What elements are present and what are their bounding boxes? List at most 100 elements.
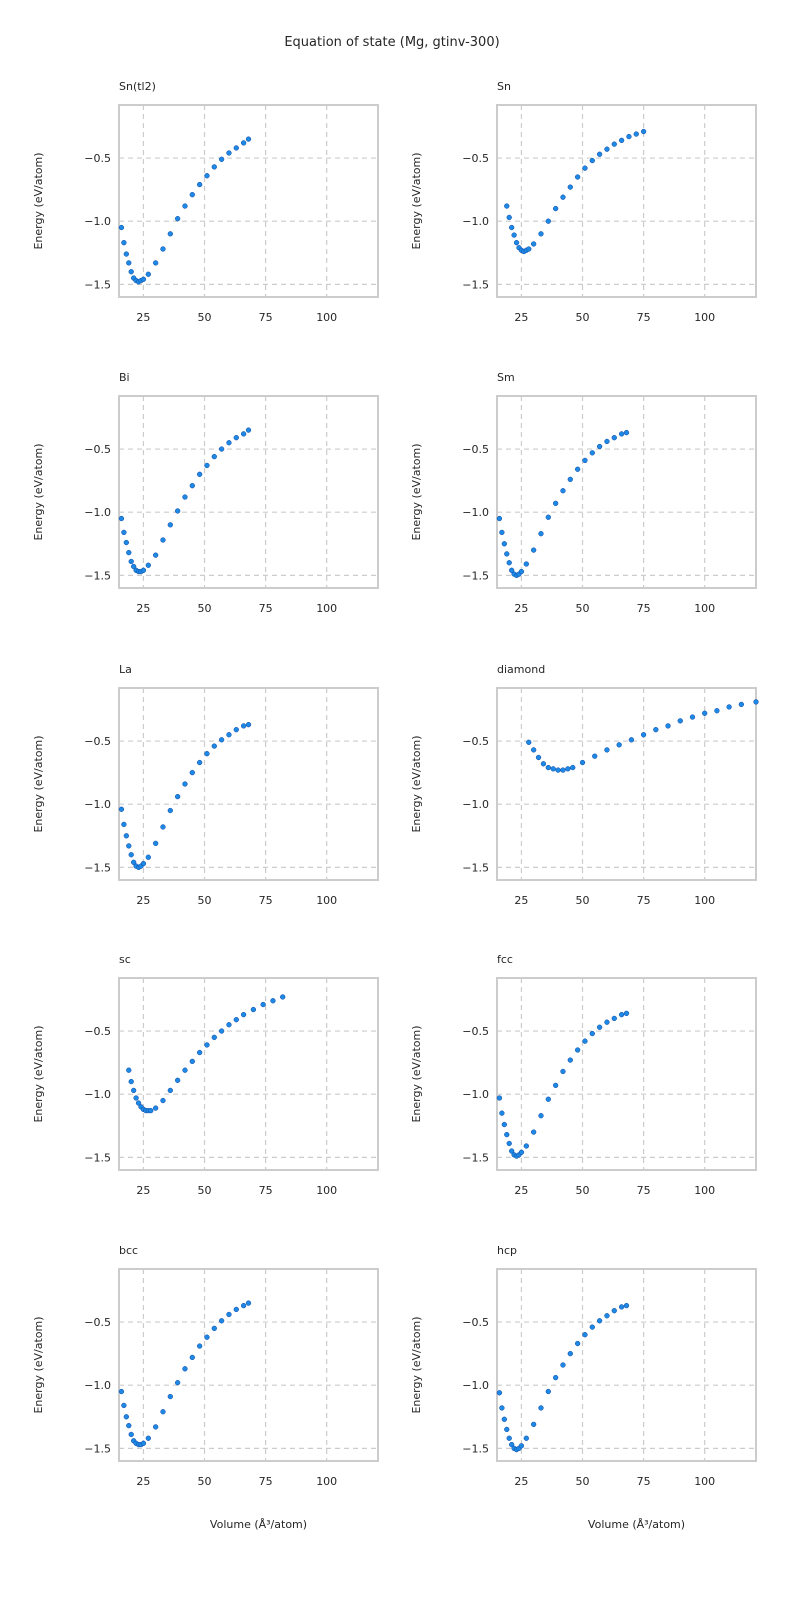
data-point bbox=[640, 732, 647, 738]
y-tick-label: −0.5 bbox=[462, 1025, 489, 1038]
x-tick-label: 100 bbox=[316, 1184, 337, 1197]
x-tick-label: 75 bbox=[637, 311, 651, 324]
y-tick-label: −1.5 bbox=[462, 569, 489, 582]
data-point bbox=[567, 184, 573, 190]
x-tick-label: 75 bbox=[259, 602, 273, 615]
data-point bbox=[574, 174, 581, 180]
subplot: 25 50 75 100 −1.5 −1.0 −0.5 sc Energy (eV/atom) bbox=[32, 953, 379, 1197]
data-point bbox=[174, 1380, 181, 1386]
data-point bbox=[218, 737, 225, 743]
data-point bbox=[182, 1067, 188, 1073]
data-point bbox=[518, 1443, 525, 1449]
data-point bbox=[545, 1096, 551, 1102]
data-point bbox=[531, 747, 537, 753]
x-tick-label: 75 bbox=[637, 602, 651, 615]
data-point bbox=[565, 766, 571, 772]
data-point bbox=[540, 761, 547, 767]
subplot-title: Sn(tl2) bbox=[119, 80, 156, 93]
data-point bbox=[131, 1087, 137, 1094]
data-point bbox=[623, 429, 630, 436]
data-point bbox=[182, 494, 188, 500]
y-axis-label: Energy (eV/atom) bbox=[32, 152, 45, 249]
data-point bbox=[167, 807, 173, 814]
data-point bbox=[560, 767, 566, 773]
data-point bbox=[160, 824, 166, 830]
data-point bbox=[596, 1024, 603, 1030]
data-point bbox=[501, 1121, 507, 1128]
axes-frame bbox=[118, 1268, 379, 1462]
figure-title: Equation of state (Mg, gtinv-300) bbox=[284, 35, 499, 50]
y-tick-label: −0.5 bbox=[462, 1316, 489, 1329]
data-point bbox=[140, 567, 147, 573]
data-point bbox=[545, 1388, 551, 1395]
x-axis-label: Volume (Å³/atom) bbox=[588, 1518, 685, 1531]
x-tick-label: 50 bbox=[576, 894, 590, 907]
data-point bbox=[140, 276, 147, 282]
data-point bbox=[123, 251, 129, 257]
y-tick-label: −1.0 bbox=[462, 215, 489, 228]
axes-frame bbox=[496, 977, 757, 1171]
axes-frame bbox=[496, 1268, 757, 1462]
data-point bbox=[121, 821, 127, 828]
data-point bbox=[623, 1010, 630, 1017]
data-point bbox=[531, 547, 537, 553]
data-point bbox=[626, 133, 632, 140]
data-point bbox=[133, 1095, 139, 1101]
x-tick-label: 25 bbox=[514, 894, 528, 907]
x-axis-label: Volume (Å³/atom) bbox=[210, 1518, 307, 1531]
data-point bbox=[211, 453, 217, 460]
x-tick-label: 25 bbox=[514, 1184, 528, 1197]
data-point bbox=[167, 1087, 173, 1094]
data-point bbox=[560, 1362, 566, 1368]
data-point bbox=[118, 806, 125, 812]
data-point bbox=[126, 1422, 132, 1429]
data-point bbox=[570, 764, 576, 771]
y-tick-label: −1.0 bbox=[84, 1379, 111, 1392]
y-tick-label: −1.0 bbox=[84, 215, 111, 228]
data-point bbox=[689, 714, 696, 720]
data-point bbox=[218, 1318, 225, 1324]
data-point bbox=[189, 192, 195, 198]
subplot-title: fcc bbox=[497, 953, 513, 966]
data-point bbox=[196, 181, 203, 188]
data-point bbox=[499, 1405, 505, 1411]
data-point bbox=[518, 1149, 525, 1155]
data-point bbox=[582, 165, 588, 171]
data-point bbox=[226, 1311, 232, 1318]
y-axis-label: Energy (eV/atom) bbox=[32, 1316, 45, 1413]
data-point bbox=[153, 1424, 159, 1430]
data-point bbox=[506, 1140, 512, 1147]
axes-frame bbox=[496, 395, 757, 589]
data-point bbox=[145, 271, 151, 277]
y-tick-label: −1.0 bbox=[462, 506, 489, 519]
data-point bbox=[531, 1421, 537, 1428]
data-point bbox=[665, 723, 671, 729]
y-axis-label: Energy (eV/atom) bbox=[410, 443, 423, 540]
data-point bbox=[123, 1414, 129, 1420]
data-point bbox=[582, 1332, 588, 1338]
subplot-title: Bi bbox=[119, 371, 130, 384]
data-point bbox=[633, 131, 639, 137]
data-point bbox=[496, 515, 503, 522]
data-point bbox=[174, 508, 181, 514]
y-axis-label: Energy (eV/atom) bbox=[32, 443, 45, 540]
data-point bbox=[579, 759, 586, 766]
x-tick-label: 50 bbox=[198, 602, 212, 615]
data-point bbox=[233, 1306, 239, 1313]
data-point bbox=[160, 1409, 166, 1415]
data-point bbox=[582, 457, 588, 464]
data-point bbox=[233, 145, 239, 151]
y-axis-label: Energy (eV/atom) bbox=[32, 735, 45, 832]
x-tick-label: 50 bbox=[198, 894, 212, 907]
data-point bbox=[523, 1143, 529, 1149]
data-point bbox=[250, 1006, 257, 1013]
data-point bbox=[574, 466, 581, 472]
data-point bbox=[538, 1113, 544, 1119]
y-tick-label: −1.5 bbox=[84, 278, 111, 291]
data-point bbox=[145, 854, 151, 860]
data-point bbox=[504, 203, 510, 209]
y-tick-label: −0.5 bbox=[84, 1025, 111, 1038]
data-point bbox=[280, 994, 286, 1000]
data-point bbox=[145, 1435, 151, 1441]
y-axis-label: Energy (eV/atom) bbox=[410, 735, 423, 832]
